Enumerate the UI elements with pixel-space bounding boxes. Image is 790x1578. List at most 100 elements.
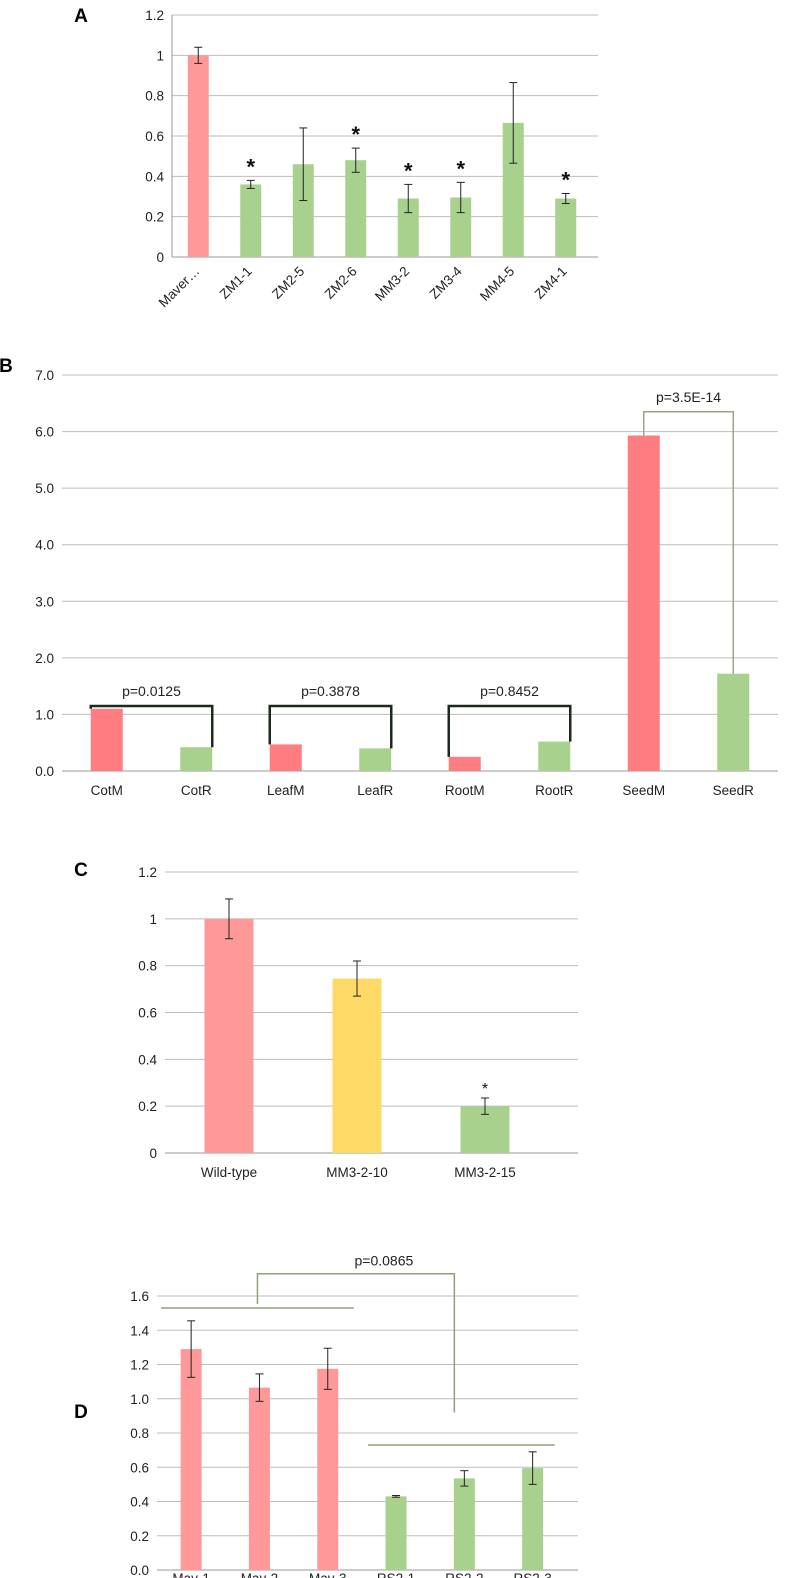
bar: [240, 184, 262, 257]
bar: [450, 197, 472, 257]
bar: [538, 741, 571, 771]
x-tick-label: LeafR: [357, 783, 393, 798]
x-tick-label: MM3-2-15: [454, 1165, 516, 1180]
bar: [292, 164, 314, 257]
y-tick-label: 0.8: [138, 959, 157, 974]
x-tick-label: RootM: [445, 783, 485, 798]
p-value-label: p=3.5E-14: [656, 389, 721, 405]
y-tick-label: 1.0: [130, 1392, 149, 1407]
chart-panel-c: C 0 0.2 0.4 0.6 0.8 1 1.2 Wild-type MM3-2-10 * MM3-…: [74, 860, 578, 1180]
x-tick-label: Maver…: [156, 264, 203, 311]
y-tick-label: 1: [149, 912, 157, 927]
significance-mark: *: [351, 122, 360, 147]
bar: [317, 1368, 339, 1570]
x-tick-label: SeedM: [622, 783, 665, 798]
x-tick-label: ZM2-5: [269, 264, 307, 302]
significance-mark: *: [482, 1081, 488, 1098]
bar: [332, 978, 382, 1153]
y-tick-label: 6.0: [35, 425, 54, 440]
y-tick-label: 1.2: [138, 865, 157, 880]
y-tick-label: 4.0: [35, 538, 54, 553]
y-tick-label: 0.8: [145, 89, 164, 104]
x-tick-label: MM3-2-10: [326, 1165, 388, 1180]
x-tick-label: RS2-1: [377, 1571, 415, 1578]
y-tick-label: 0.6: [145, 129, 164, 144]
bar: [502, 122, 524, 258]
y-tick-label: 0.4: [130, 1495, 149, 1510]
y-tick-label: 1.2: [130, 1358, 149, 1373]
bar: [269, 744, 302, 771]
y-tick-label: 0: [149, 1146, 157, 1161]
bar: [204, 918, 254, 1153]
y-tick-label: 5.0: [35, 481, 54, 496]
y-tick-label: 1.0: [35, 707, 54, 722]
bar: [522, 1468, 544, 1570]
bar: [448, 756, 481, 771]
y-tick-label: 0.4: [138, 1052, 157, 1067]
panel-label-c: C: [74, 860, 88, 881]
bar: [717, 673, 750, 771]
x-tick-label: CotR: [181, 783, 212, 798]
x-tick-label: LeafM: [267, 783, 305, 798]
significance-bracket: [89, 704, 214, 748]
bar: [248, 1387, 270, 1570]
y-tick-label: 0.2: [138, 1099, 157, 1114]
bar: [90, 708, 123, 771]
y-tick-label: 0.6: [138, 1006, 157, 1021]
significance-bracket: [447, 704, 572, 757]
panel-label-b: B: [0, 356, 13, 377]
significance-mark: *: [404, 158, 413, 183]
chart-panel-d: D 0.0 0.2 0.4 0.6 0.8 1.0 1.2 1.4 1.6 Mav-1 Mav-2 Ma…: [74, 1253, 578, 1578]
x-tick-label: SeedR: [713, 783, 755, 798]
x-tick-label: CotM: [91, 783, 123, 798]
bar: [180, 1349, 202, 1570]
bar: [345, 160, 367, 257]
y-tick-label: 1.2: [145, 8, 164, 23]
bar: [359, 748, 392, 771]
x-tick-label: ZM2-6: [322, 264, 360, 302]
significance-bracket: [268, 704, 393, 749]
y-tick-label: 0.0: [130, 1563, 149, 1578]
bar: [187, 55, 209, 258]
y-tick-label: 0.2: [145, 210, 164, 225]
p-value-label: p=0.0865: [355, 1253, 414, 1269]
x-tick-label: MM4-5: [477, 264, 517, 304]
x-tick-label: Wild-type: [201, 1165, 257, 1180]
x-tick-label: ZM4-1: [532, 264, 570, 302]
significance-mark: *: [246, 154, 255, 179]
bar: [385, 1496, 407, 1570]
y-tick-label: 0.4: [145, 169, 164, 184]
y-tick-label: 0.0: [35, 764, 54, 779]
chart-panel-b: B 0.0 1.0 2.0 3.0 4.0 5.0 6.0 7.0 CotM CotR LeafM Le…: [0, 356, 778, 798]
x-tick-label: MM3-2: [372, 264, 412, 304]
y-tick-label: 3.0: [35, 594, 54, 609]
p-value-label: p=0.8452: [480, 683, 539, 699]
x-tick-label: RootR: [535, 783, 574, 798]
y-tick-label: 0.2: [130, 1529, 149, 1544]
p-value-label: p=0.3878: [301, 683, 360, 699]
x-tick-label: ZM3-4: [427, 263, 466, 302]
y-tick-label: 2.0: [35, 651, 54, 666]
y-tick-label: 7.0: [35, 368, 54, 383]
panel-label-a: A: [74, 6, 88, 27]
significance-mark: *: [561, 167, 570, 192]
y-tick-label: 1: [156, 48, 164, 63]
y-tick-label: 0.6: [130, 1460, 149, 1475]
chart-panel-a: A 0 0.2 0.4 0.6 0.8 1 1.2 Maver… * ZM1-1 ZM2-5 * ZM2-…: [74, 6, 598, 310]
bar: [627, 435, 660, 771]
y-tick-label: 1.4: [130, 1323, 149, 1338]
bar: [453, 1478, 475, 1570]
panel-label-d: D: [74, 1402, 88, 1423]
x-tick-label: RS2-2: [445, 1571, 483, 1578]
bar: [397, 198, 419, 257]
x-tick-label: RS2-3: [514, 1571, 552, 1578]
p-value-label: p=0.0125: [122, 683, 181, 699]
significance-mark: *: [456, 156, 465, 181]
y-tick-label: 0: [156, 250, 164, 265]
y-tick-label: 1.6: [130, 1289, 149, 1304]
significance-bracket: [643, 411, 734, 674]
x-tick-label: Mav-2: [241, 1571, 279, 1578]
group-comparison-bracket: [256, 1272, 456, 1413]
x-tick-label: Mav-1: [172, 1571, 210, 1578]
